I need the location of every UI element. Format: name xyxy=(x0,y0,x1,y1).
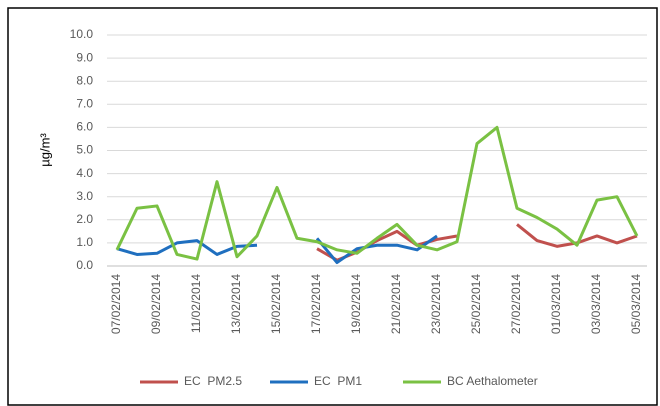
chart-frame xyxy=(7,7,658,406)
y-tick-label: 3.0 xyxy=(76,189,93,203)
legend-label: EC PM1 xyxy=(314,374,362,388)
y-tick-label: 6.0 xyxy=(76,120,93,134)
x-tick-label: 01/03/2014 xyxy=(549,274,563,334)
y-tick-label: 10.0 xyxy=(70,27,94,41)
data-line xyxy=(315,234,438,265)
x-tick-label: 19/02/2014 xyxy=(349,274,363,334)
y-tick-label: 5.0 xyxy=(76,143,93,157)
y-tick-label: 9.0 xyxy=(76,50,93,64)
x-tick-label: 11/02/2014 xyxy=(189,274,203,333)
y-axis-label: µg/m³ xyxy=(37,133,52,167)
y-tick-label: 7.0 xyxy=(76,96,93,110)
y-tick-label: 0.0 xyxy=(76,258,93,272)
x-tick-label: 15/02/2014 xyxy=(269,274,283,334)
x-tick-label: 25/02/2014 xyxy=(469,274,483,334)
x-tick-label: 13/02/2014 xyxy=(229,274,243,334)
x-tick-label: 03/03/2014 xyxy=(589,274,603,334)
y-tick-label: 1.0 xyxy=(76,235,93,249)
x-tick-label: 27/02/2014 xyxy=(509,274,523,334)
x-tick-label: 23/02/2014 xyxy=(429,274,443,334)
y-tick-label: 4.0 xyxy=(76,166,93,180)
x-tick-label: 21/02/2014 xyxy=(389,274,403,334)
x-tick-label: 17/02/2014 xyxy=(309,274,323,334)
legend-label: BC Aethalometer xyxy=(447,374,538,388)
x-tick-label: 09/02/2014 xyxy=(149,274,163,334)
x-tick-label: 05/03/2014 xyxy=(629,274,643,334)
y-tick-label: 8.0 xyxy=(76,73,93,87)
y-tick-label: 2.0 xyxy=(76,212,93,226)
x-tick-label: 07/02/2014 xyxy=(109,274,123,334)
data-line xyxy=(115,125,639,261)
legend-label: EC PM2.5 xyxy=(184,374,242,388)
